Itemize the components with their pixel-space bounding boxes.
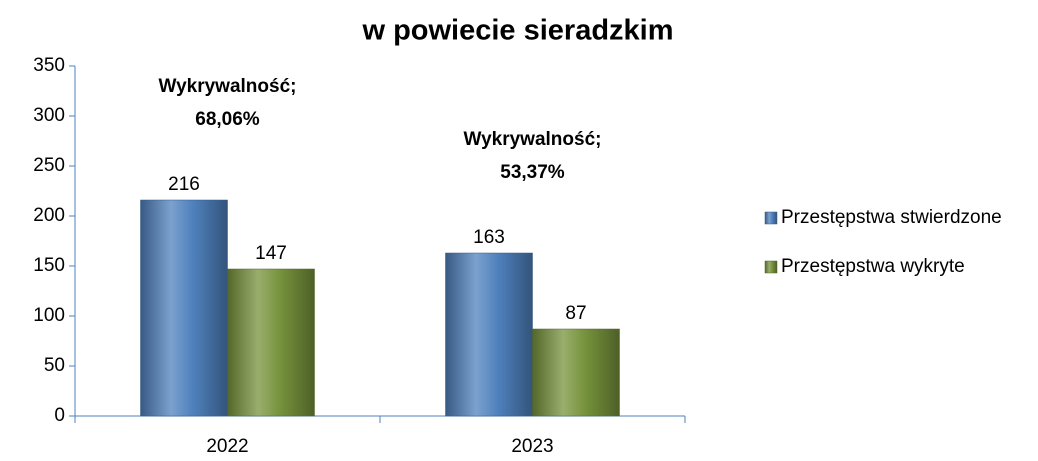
x-tick-label: 2023	[511, 436, 553, 457]
legend-marker	[764, 260, 778, 274]
y-tick-label: 200	[33, 205, 65, 226]
annotation: 53,37%	[500, 162, 565, 183]
y-tick-label: 50	[44, 355, 65, 376]
data-label: 147	[255, 243, 287, 264]
y-tick-label: 100	[33, 305, 65, 326]
bar	[227, 268, 315, 417]
bar	[445, 252, 533, 417]
bar	[140, 199, 228, 417]
legend-label: Przestępstwa stwierdzone	[781, 207, 1002, 228]
legend-label: Przestępstwa wykryte	[781, 256, 965, 277]
legend-marker	[764, 211, 778, 225]
chart-title: w powiecie sieradzkim	[361, 15, 673, 47]
data-label: 163	[473, 227, 505, 248]
data-label: 216	[168, 174, 200, 195]
y-tick-label: 300	[33, 105, 65, 126]
x-tick-label: 2022	[206, 436, 248, 457]
annotation: Wykrywalność;	[464, 129, 602, 150]
annotation: Wykrywalność;	[159, 76, 297, 97]
bar	[532, 328, 620, 417]
data-label: 87	[565, 303, 586, 324]
y-tick-label: 0	[54, 405, 65, 426]
annotation: 68,06%	[195, 109, 260, 130]
y-tick-label: 250	[33, 155, 65, 176]
y-tick-label: 150	[33, 255, 65, 276]
y-tick-label: 350	[33, 55, 65, 76]
